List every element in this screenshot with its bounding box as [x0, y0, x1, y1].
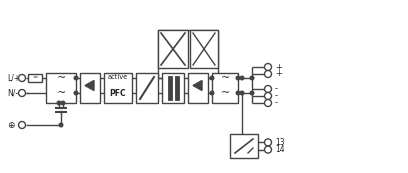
Circle shape: [18, 75, 25, 81]
Circle shape: [250, 76, 254, 80]
Circle shape: [264, 93, 271, 99]
Circle shape: [59, 123, 63, 127]
Circle shape: [264, 71, 271, 78]
Bar: [230, 134, 258, 158]
Circle shape: [18, 89, 25, 97]
Text: ~: ~: [56, 73, 66, 83]
Text: +: +: [275, 70, 282, 79]
Circle shape: [236, 91, 240, 95]
Circle shape: [210, 91, 214, 95]
Text: -: -: [275, 98, 278, 107]
Circle shape: [264, 146, 271, 153]
Text: ~: ~: [220, 73, 230, 83]
Circle shape: [74, 91, 78, 95]
Text: -: -: [275, 92, 278, 101]
Polygon shape: [85, 80, 94, 90]
Circle shape: [236, 76, 240, 80]
Bar: [212, 73, 238, 103]
Text: ~: ~: [56, 88, 66, 98]
Text: active: active: [108, 74, 128, 80]
Bar: [158, 30, 188, 68]
Circle shape: [74, 76, 78, 80]
Text: N/-: N/-: [7, 89, 18, 98]
Circle shape: [240, 91, 244, 95]
Text: ⊕: ⊕: [7, 121, 15, 130]
Bar: [162, 73, 184, 103]
Text: ~: ~: [220, 88, 230, 98]
Text: 13: 13: [275, 138, 285, 147]
Bar: [80, 73, 100, 103]
Bar: [46, 73, 76, 103]
Bar: [188, 73, 208, 103]
Circle shape: [61, 101, 65, 105]
Bar: [28, 74, 42, 82]
Circle shape: [240, 76, 244, 80]
Text: -: -: [275, 84, 278, 93]
Circle shape: [18, 121, 25, 129]
Text: PFC: PFC: [110, 89, 126, 98]
Bar: [136, 73, 158, 103]
Text: 14: 14: [275, 145, 285, 154]
Circle shape: [264, 85, 271, 93]
Circle shape: [264, 99, 271, 107]
Polygon shape: [193, 80, 202, 90]
Bar: [104, 73, 132, 103]
Bar: [190, 30, 218, 68]
Circle shape: [57, 101, 61, 105]
Circle shape: [264, 139, 271, 146]
Text: L/+: L/+: [7, 74, 20, 83]
Text: =: =: [32, 75, 38, 80]
Text: +: +: [275, 62, 282, 71]
Circle shape: [210, 76, 214, 80]
Circle shape: [250, 91, 254, 95]
Circle shape: [264, 63, 271, 71]
